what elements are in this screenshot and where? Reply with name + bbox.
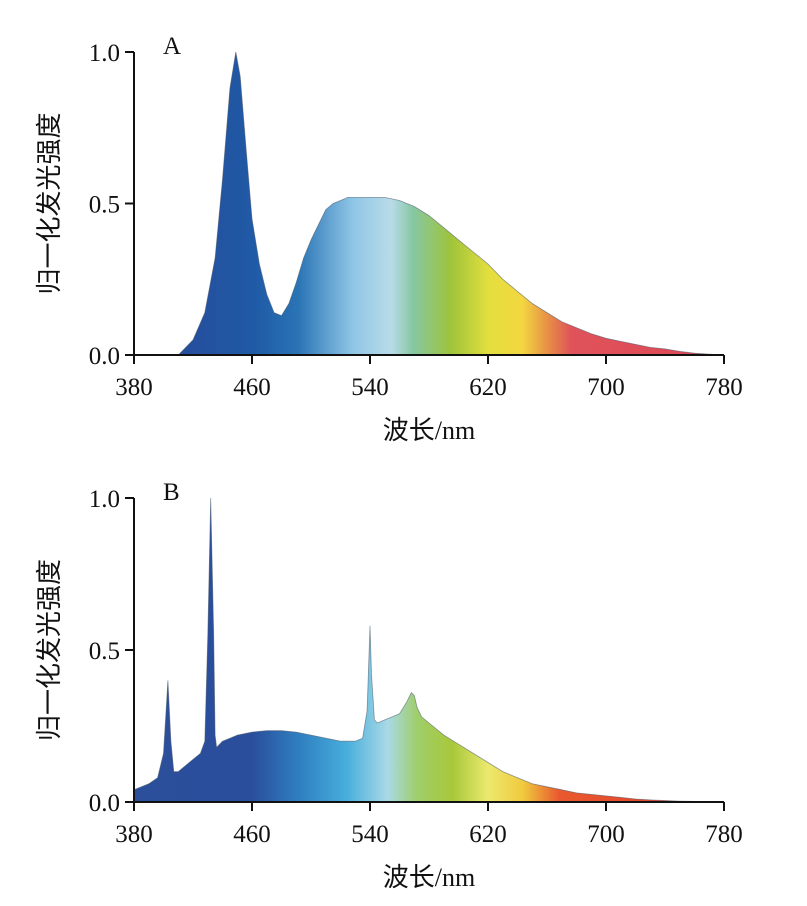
x-tick-label: 620: [469, 374, 507, 401]
x-axis-title: 波长/nm: [383, 416, 475, 445]
chart-panel-b: 380 460 540 620 700 780 0.0 0.5 1.0 B 波长/nm 归一化发光强度: [35, 479, 743, 892]
x-tick-label: 380: [115, 374, 153, 401]
x-tick-label: 780: [705, 374, 743, 401]
y-tick-label: 1.0: [89, 40, 120, 67]
spectrum-area: [133, 497, 725, 803]
y-tick-label: 0.5: [89, 192, 120, 219]
x-tick-label: 380: [115, 821, 153, 848]
x-tick-label: 460: [233, 374, 271, 401]
y-tick-label: 0.5: [89, 638, 120, 665]
y-tick-label: 0.0: [89, 343, 120, 370]
panel-letter: A: [163, 33, 181, 60]
y-axis-title: 归一化发光强度: [35, 559, 65, 741]
x-tick-label: 700: [587, 374, 625, 401]
x-tick-label: 780: [705, 821, 743, 848]
y-axis-title: 归一化发光强度: [35, 112, 65, 294]
x-axis-title: 波长/nm: [383, 863, 475, 892]
chart-panel-a: 380 460 540 620 700 780 0.0 0.5 1.0 A 波长/nm 归一化发光强度: [35, 33, 743, 445]
y-tick-label: 0.0: [89, 790, 120, 817]
x-tick-label: 540: [351, 821, 389, 848]
x-tick-label: 620: [469, 821, 507, 848]
x-tick-label: 700: [587, 821, 625, 848]
x-tick-label: 540: [351, 374, 389, 401]
y-tick-label: 1.0: [89, 486, 120, 513]
panel-letter: B: [163, 479, 180, 506]
spectrum-area: [177, 51, 725, 356]
x-tick-label: 460: [233, 821, 271, 848]
